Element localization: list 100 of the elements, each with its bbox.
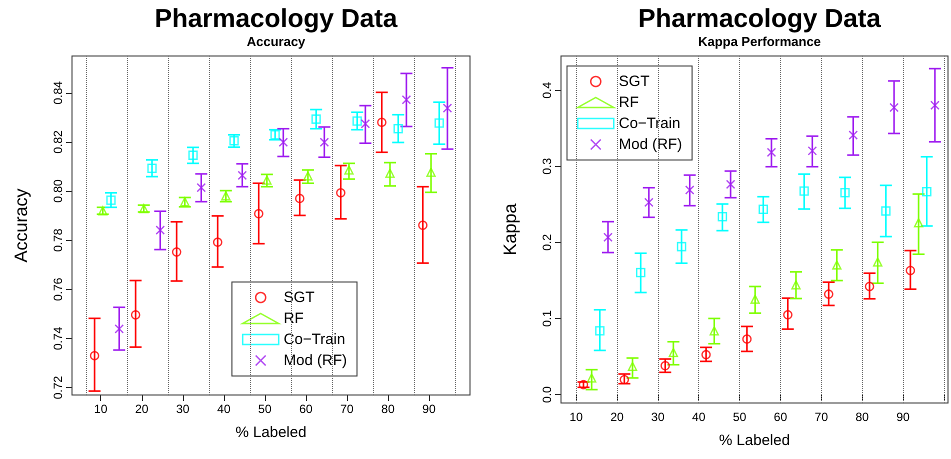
point xyxy=(718,212,728,222)
point xyxy=(586,373,596,383)
x-tick-label: 50 xyxy=(258,402,272,416)
point xyxy=(352,116,362,126)
point xyxy=(393,124,403,134)
y-tick-label: 0.1 xyxy=(540,310,554,327)
legend-label: RF xyxy=(284,310,304,327)
x-tick-label: 40 xyxy=(692,410,706,424)
point xyxy=(873,257,882,267)
point xyxy=(603,232,613,242)
y-tick-label: 0.84 xyxy=(51,80,65,105)
point xyxy=(377,118,386,128)
y-tick-label: 0.74 xyxy=(51,326,65,350)
point xyxy=(578,380,588,390)
legend-label: Co−Train xyxy=(618,115,680,132)
point xyxy=(156,225,165,235)
point xyxy=(238,170,247,180)
point xyxy=(889,102,899,112)
point xyxy=(676,242,686,252)
point xyxy=(147,164,157,173)
point xyxy=(881,206,891,216)
x-tick-label: 80 xyxy=(856,410,870,424)
point xyxy=(644,198,654,208)
point xyxy=(442,103,452,113)
legend-label: Co−Train xyxy=(284,331,346,348)
point xyxy=(636,268,646,278)
x-tick-label: 40 xyxy=(217,402,231,416)
point xyxy=(418,220,428,230)
point xyxy=(726,180,736,190)
point xyxy=(808,146,818,156)
point xyxy=(344,165,354,175)
point xyxy=(434,118,444,128)
point xyxy=(188,150,198,160)
x-tick-label: 50 xyxy=(732,410,747,424)
x-tick-label: 20 xyxy=(610,410,624,424)
legend-label: SGT xyxy=(618,73,650,90)
point xyxy=(303,171,313,181)
point xyxy=(212,238,222,247)
x-tick-label: 30 xyxy=(176,402,190,416)
point xyxy=(832,260,842,270)
x-tick-label: 70 xyxy=(340,402,354,416)
x-axis-title: % Labeled xyxy=(236,424,306,441)
point xyxy=(766,148,776,158)
y-tick-label: 0.0 xyxy=(540,386,554,403)
point xyxy=(864,282,874,292)
point xyxy=(742,334,752,344)
x-tick-label: 90 xyxy=(896,410,910,424)
y-tick-label: 0.3 xyxy=(540,158,554,175)
point xyxy=(848,130,858,140)
x-tick-label: 60 xyxy=(774,410,788,424)
point xyxy=(668,348,678,358)
chart-title: Pharmacology Data xyxy=(638,3,882,33)
point xyxy=(922,186,932,196)
legend-label: RF xyxy=(618,94,639,111)
x-axis-title: % Labeled xyxy=(719,432,790,449)
point xyxy=(930,100,940,110)
point xyxy=(114,324,124,334)
chart-subtitle: Kappa Performance xyxy=(698,34,821,49)
point xyxy=(98,206,108,216)
point xyxy=(90,351,100,360)
point xyxy=(311,114,321,124)
point xyxy=(320,138,330,147)
y-axis-title: Kappa xyxy=(500,202,520,256)
point xyxy=(262,175,272,185)
chart-subtitle: Accuracy xyxy=(246,34,306,49)
y-axis-title: Accuracy xyxy=(11,188,31,263)
x-tick-label: 60 xyxy=(299,402,313,416)
point xyxy=(758,204,768,214)
x-tick-label: 90 xyxy=(422,402,436,416)
point xyxy=(139,204,149,214)
point xyxy=(402,95,412,104)
point xyxy=(685,185,694,195)
point xyxy=(799,186,809,196)
point xyxy=(906,266,916,276)
legend-label: Mod (RF) xyxy=(284,352,348,369)
point xyxy=(783,310,793,320)
legend-label: SGT xyxy=(284,289,315,306)
chart-title: Pharmacology Data xyxy=(154,3,398,33)
x-tick-label: 10 xyxy=(94,402,108,416)
legend-label: Mod (RF) xyxy=(618,136,682,153)
point xyxy=(196,182,206,192)
x-tick-label: 10 xyxy=(569,410,584,424)
point xyxy=(278,138,288,147)
point xyxy=(360,119,370,128)
point xyxy=(791,280,801,290)
point xyxy=(295,194,304,204)
point xyxy=(229,136,239,146)
y-tick-label: 0.72 xyxy=(51,376,65,400)
x-tick-label: 80 xyxy=(381,402,395,416)
point xyxy=(628,362,638,372)
y-tick-label: 0.4 xyxy=(540,82,554,99)
x-tick-label: 70 xyxy=(814,410,828,424)
point xyxy=(336,188,346,198)
point xyxy=(385,168,395,178)
y-tick-label: 0.78 xyxy=(51,228,65,252)
point xyxy=(130,310,140,320)
x-tick-label: 30 xyxy=(651,410,665,424)
point xyxy=(595,326,605,336)
point xyxy=(710,326,719,336)
y-tick-label: 0.82 xyxy=(51,130,65,154)
